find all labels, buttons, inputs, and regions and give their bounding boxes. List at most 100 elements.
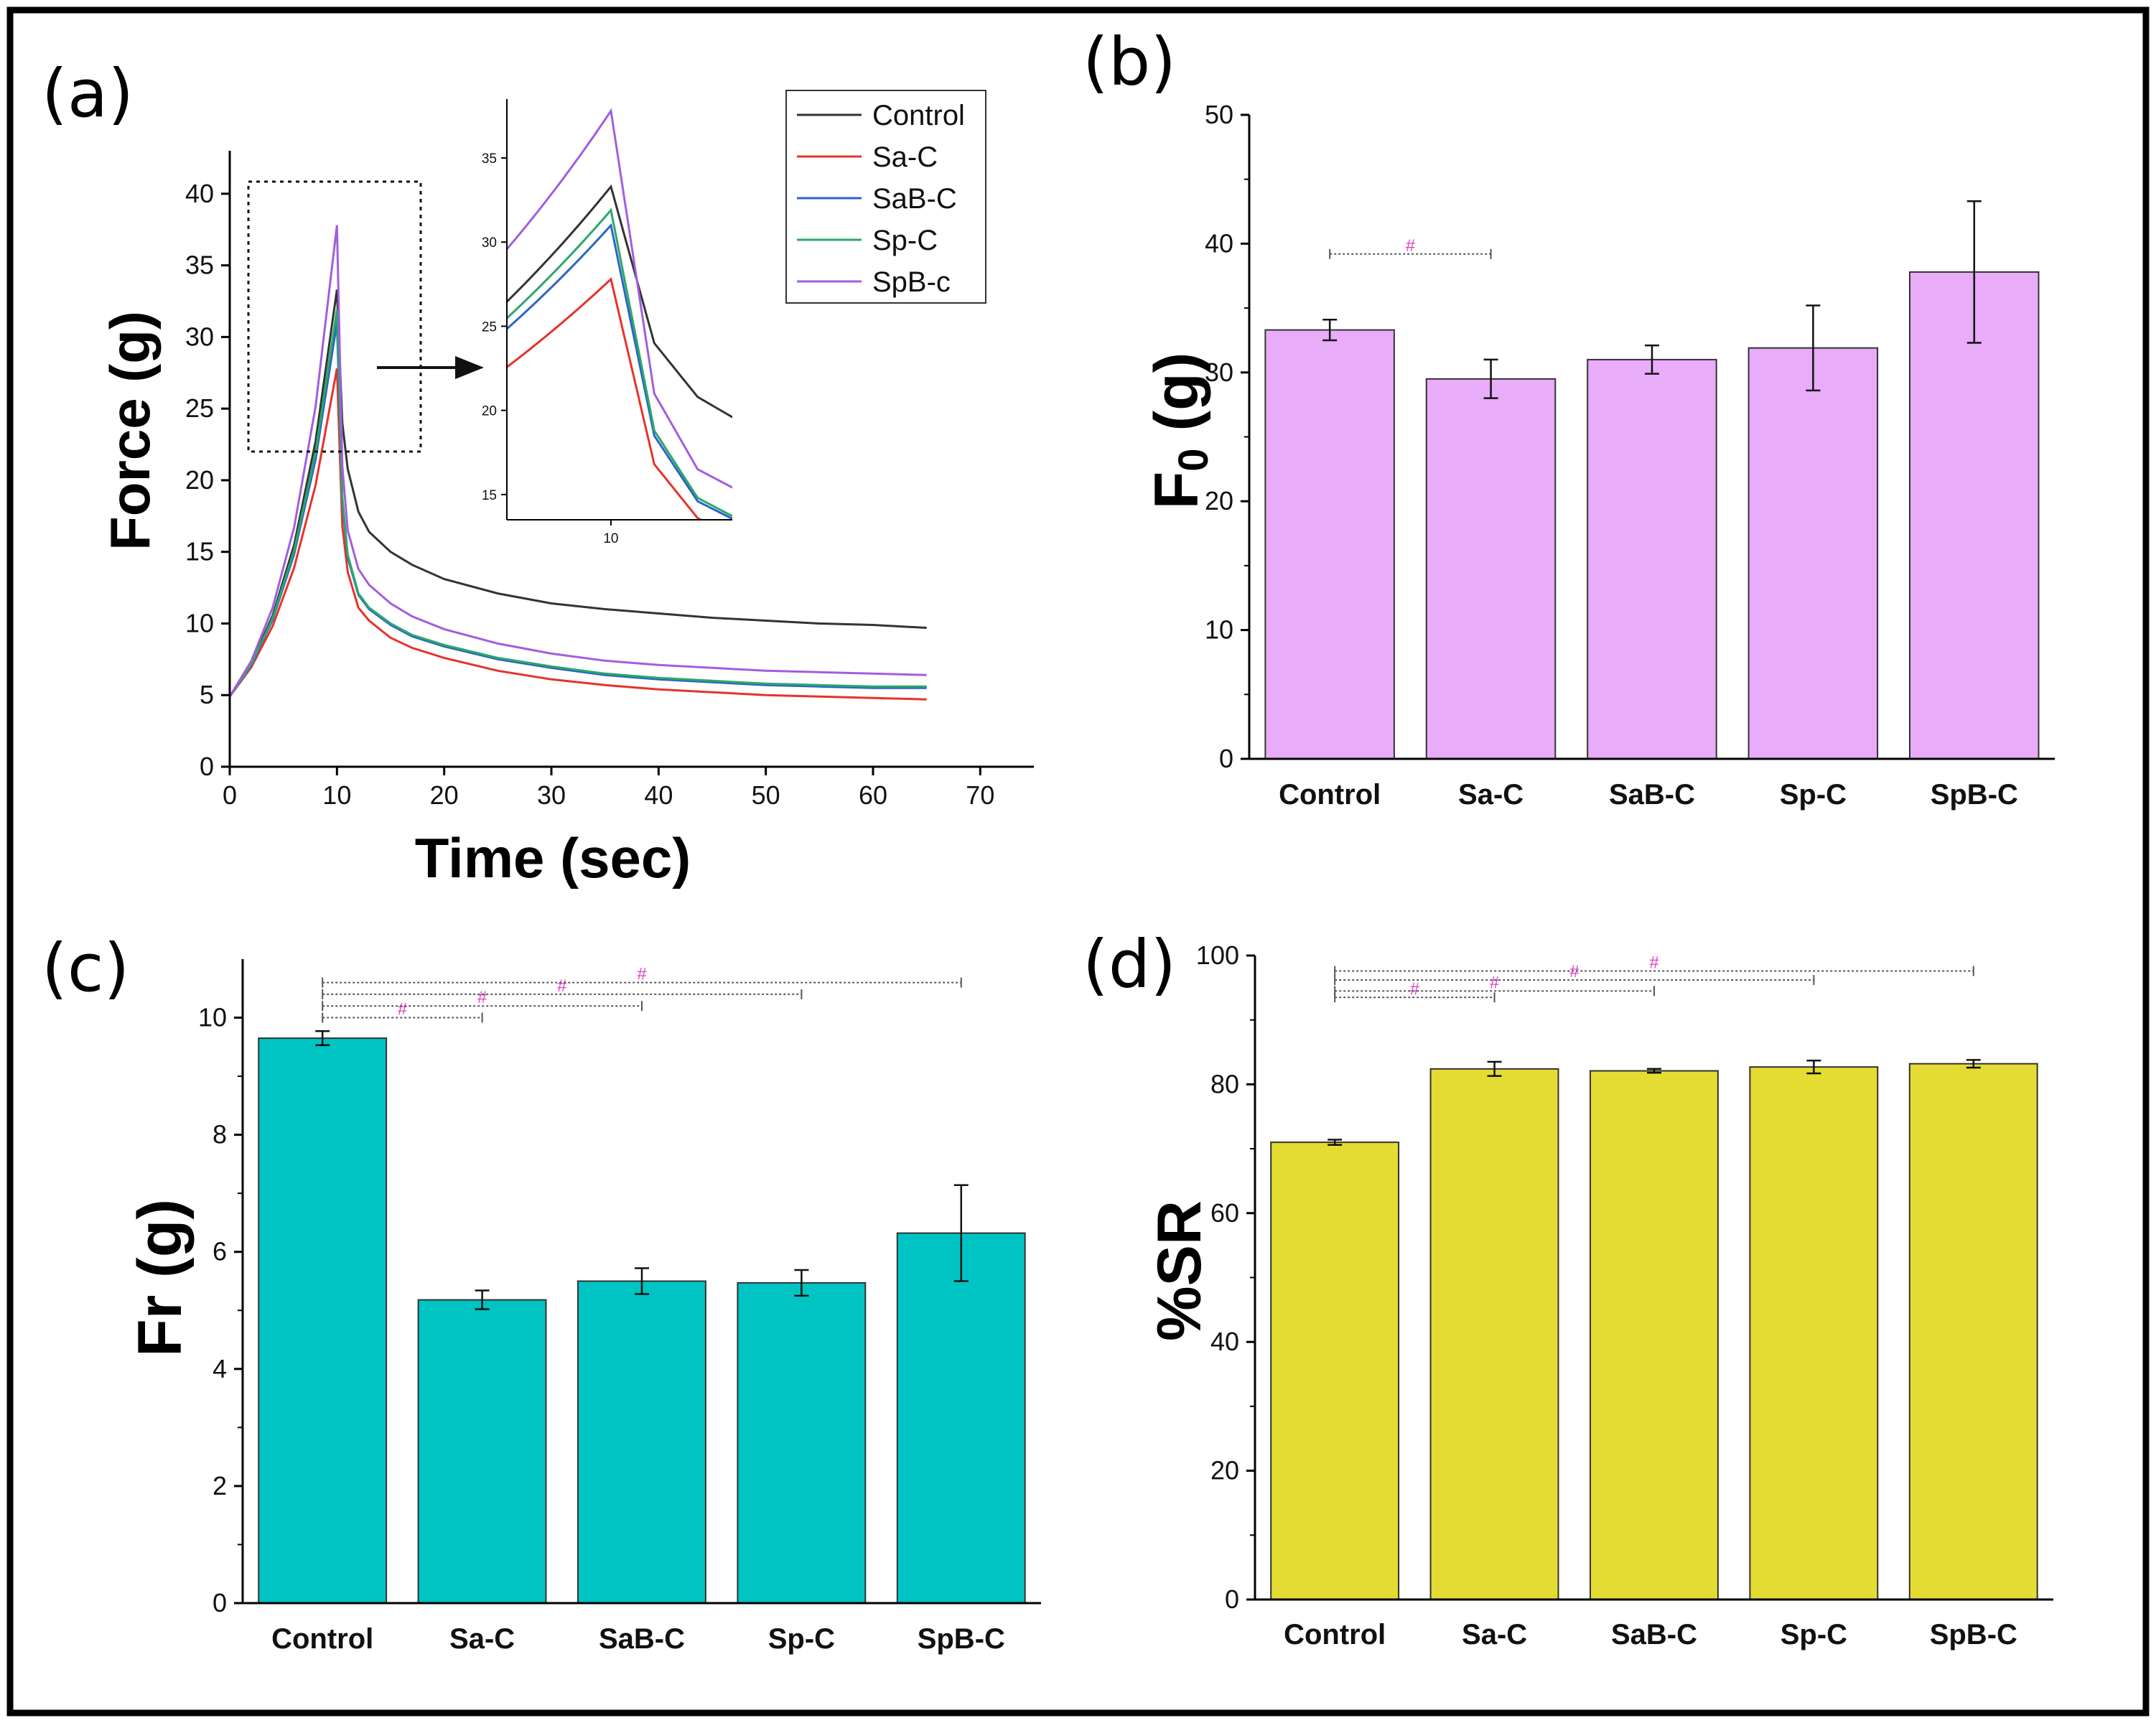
y-axis-title-b-subscript: 0 [1170,448,1217,471]
y-tick-label: 60 [1210,1198,1239,1228]
bar-sp-c [1747,347,1879,760]
y-axis-title-d: %SR [1145,1200,1214,1341]
series-line-control [228,289,927,698]
zoom-arrow-icon [455,356,484,379]
panel-c-bar-chart: Control Sa-C SaB-C Sp-C SpB-C 0 2 4 6 8 10 # # # # Fr … [126,959,1041,1655]
bar-spb-c [1908,1063,2038,1600]
legend-label-sp-c: Sp-C [872,225,938,256]
bar-plot-area-c: Control Sa-C SaB-C Sp-C SpB-C 0 2 4 6 8 10 # # # # [198,959,1041,1655]
legend-label-sa-c: Sa-C [872,141,938,173]
panel-d-bar-chart: Control Sa-C SaB-C Sp-C SpB-C 0 20 40 60 80 100 # # #… [1145,940,2053,1650]
inset-x-ticks: 10 [603,520,618,546]
y-tick-label: 40 [1205,228,1233,258]
y-tick-label: 4 [213,1354,227,1383]
significance-marker: # [398,1000,408,1019]
inset-y-ticks: 15 20 25 30 35 [482,151,507,503]
y-tick-label: 15 [185,537,214,566]
x-category-label-spb-c: SpB-C [1931,779,2018,811]
y-ticks: 0 5 10 15 20 25 30 35 40 [185,179,230,781]
y-tick-label: 0 [1219,744,1233,773]
y-tick-label: 100 [1196,940,1239,970]
y-tick-label: 40 [185,179,214,208]
x-tick-label: 10 [322,780,351,810]
x-tick-label: 70 [966,780,994,810]
legend-label-spb-c: SpB-c [872,266,951,298]
y-tick-label: 0 [200,752,214,781]
inset-series-line-control [507,184,732,419]
significance-marker: # [477,988,487,1007]
bar-spb-c [1909,271,2040,760]
bar-plot-area-b: Control Sa-C SaB-C Sp-C SpB-C 0 10 20 30 40 50 # [1205,100,2055,811]
legend-label-control: Control [872,100,965,131]
y-tick-label: 10 [185,608,214,638]
x-category-label-sa-c: Sa-C [1462,1619,1527,1650]
y-axis-title-c: Fr (g) [126,1199,195,1357]
x-category-label-control: Control [1284,1619,1386,1650]
y-tick-label: 20 [1205,486,1233,515]
bar-control [258,1037,388,1604]
x-axis-title: Time (sec) [415,826,691,889]
y-tick-label: 0 [213,1588,227,1617]
y-tick-label: 50 [1205,100,1233,129]
panel-label-a: (a) [42,55,134,132]
panel-a-line-chart: 0 10 20 30 40 50 60 70 0 5 10 15 20 25 30 35 40 Time (s… [98,90,1034,889]
inset-series-line-spb-c [507,108,732,489]
x-tick-label: 60 [859,780,887,810]
inset-y-tick-label: 35 [482,151,497,167]
x-category-label-control: Control [271,1623,373,1655]
panel-label-d: (d) [1083,926,1176,1003]
y-tick-label: 30 [1205,358,1233,387]
y-tick-label: 35 [185,251,214,280]
bar-control [1270,1141,1400,1600]
y-tick-label: 0 [1225,1584,1239,1614]
x-category-label-sab-c: SaB-C [1611,1619,1697,1650]
series-line-sp-c [228,309,927,698]
x-tick-label: 0 [223,780,237,810]
inset-plot-area [507,108,732,520]
significance-marker: # [1649,953,1659,973]
x-tick-label: 50 [752,780,780,810]
y-axis-title: Force (g) [98,311,162,551]
series-line-spb-c [228,225,927,697]
x-category-label-spb-c: SpB-C [1930,1619,2017,1650]
y-axis-title-b: F0 (g) [1142,352,1217,510]
significance-marker: # [637,965,647,984]
y-axis-title-b-unit: (g) [1142,352,1211,449]
bar-sp-c [1749,1066,1879,1600]
bar-sp-c [737,1281,867,1605]
y-tick-label: 10 [1205,615,1233,645]
inset-y-tick-label: 20 [482,404,497,419]
inset-x-tick-label: 10 [603,531,618,546]
y-tick-label: 80 [1210,1069,1239,1098]
bar-plot-area-d: Control Sa-C SaB-C Sp-C SpB-C 0 20 40 60 80 100 # # #… [1196,940,2053,1650]
series-line-sa-c [228,368,927,701]
y-tick-label: 5 [200,680,214,709]
x-category-label-sp-c: Sp-C [1780,779,1847,811]
inset-chart: 10 15 20 25 30 35 [482,99,732,546]
inset-y-tick-label: 30 [482,235,497,251]
significance-marker: # [1410,979,1420,999]
x-category-label-sp-c: Sp-C [768,1623,835,1655]
x-category-label-sa-c: Sa-C [1458,779,1523,811]
y-tick-label: 2 [213,1471,227,1500]
y-tick-label: 20 [185,465,214,495]
y-axis-title-b-main: F [1142,472,1211,510]
legend: Control Sa-C SaB-C Sp-C SpB-c [785,90,986,304]
bar-control [1264,329,1395,760]
x-category-label-control: Control [1279,779,1381,811]
significance-marker: # [1406,236,1416,256]
y-tick-label: 8 [213,1120,227,1149]
inset-y-tick-label: 25 [482,319,497,335]
bar-sab-c [577,1280,706,1604]
y-tick-label: 30 [185,322,214,351]
bar-spb-c [896,1232,1026,1604]
x-tick-label: 30 [537,780,566,810]
y-tick-label: 10 [198,1003,227,1032]
series-line-sab-c [228,322,927,698]
bar-sa-c [417,1299,547,1604]
inset-series-line-sa-c [507,276,704,520]
inset-series-line-sp-c [507,207,732,518]
x-ticks: 0 10 20 30 40 50 60 70 [223,767,994,810]
legend-box [785,90,986,304]
